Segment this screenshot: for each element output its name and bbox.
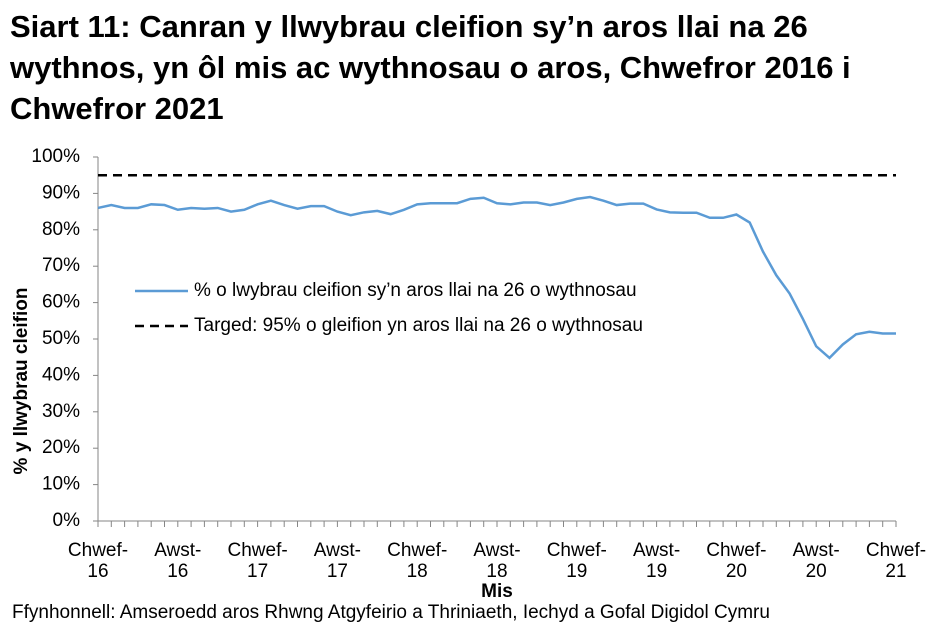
y-tick-label: 40% [42, 364, 80, 385]
x-tick-label: Awst-16 [154, 540, 202, 582]
y-tick-label: 10% [42, 474, 80, 495]
legend-label: % o lwybrau cleifion sy’n aros llai na 2… [194, 280, 637, 301]
x-tick-label: Awst-17 [313, 540, 361, 582]
y-tick-label: 60% [42, 292, 80, 313]
x-tick-label: Chwef-21 [865, 540, 927, 582]
y-tick-label: 20% [42, 437, 80, 458]
y-tick-label: 30% [42, 401, 80, 422]
y-tick-label: 90% [42, 182, 80, 203]
x-tick-label: Chwef-18 [387, 540, 448, 582]
y-tick-label: 0% [53, 510, 81, 531]
y-tick-label: 100% [31, 146, 80, 167]
x-tick-label: Chwef-20 [706, 540, 767, 582]
x-tick-label: Chwef-17 [227, 540, 288, 582]
x-tick-label: Awst-20 [792, 540, 840, 582]
line-series [97, 195, 896, 360]
y-tick-label: 50% [42, 328, 80, 349]
x-tick-label: Awst-19 [633, 540, 681, 582]
chart-title: Siart 11: Canran y llwybrau cleifion sy’… [10, 9, 851, 126]
x-axis-label: Mis [481, 581, 513, 602]
x-tick-label: Chwef-19 [546, 540, 607, 582]
y-tick-label: 70% [42, 255, 80, 276]
x-tick-label: Awst-18 [473, 540, 521, 582]
y-tick-label: 80% [42, 219, 80, 240]
source: Ffynhonnell: Amseroedd aros Rhwng Atgyfe… [12, 602, 770, 623]
y-axis-label: % y llwybrau cleifion [11, 288, 32, 475]
legend-label: Targed: 95% o gleifion yn aros llai na 2… [194, 315, 643, 336]
x-tick-label: Chwef-16 [67, 540, 129, 582]
